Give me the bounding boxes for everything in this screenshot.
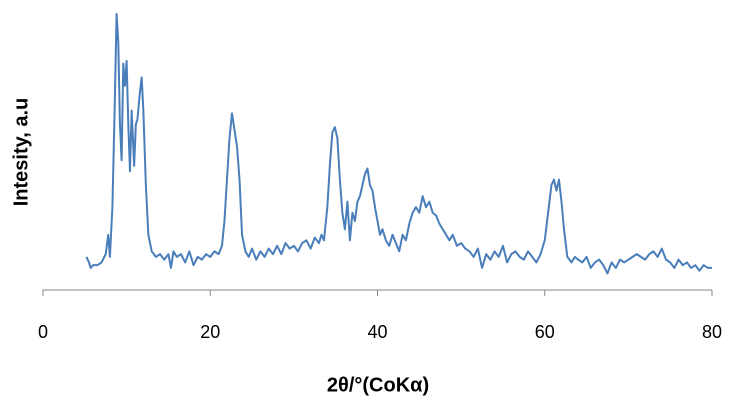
y-axis-title: Intesity, a.u [10, 98, 32, 207]
x-tick-label: 40 [367, 322, 387, 342]
data-line [85, 13, 712, 275]
x-tick-label: 0 [38, 322, 48, 342]
x-axis-title: 2θ/°(CoKα) [327, 374, 429, 396]
x-tick-label: 60 [535, 322, 555, 342]
x-tick-label: 80 [702, 322, 722, 342]
x-tick-label: 20 [200, 322, 220, 342]
